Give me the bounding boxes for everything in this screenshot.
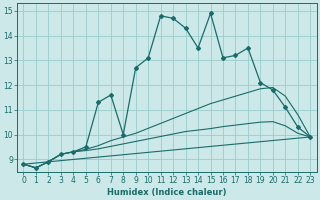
- X-axis label: Humidex (Indice chaleur): Humidex (Indice chaleur): [107, 188, 227, 197]
